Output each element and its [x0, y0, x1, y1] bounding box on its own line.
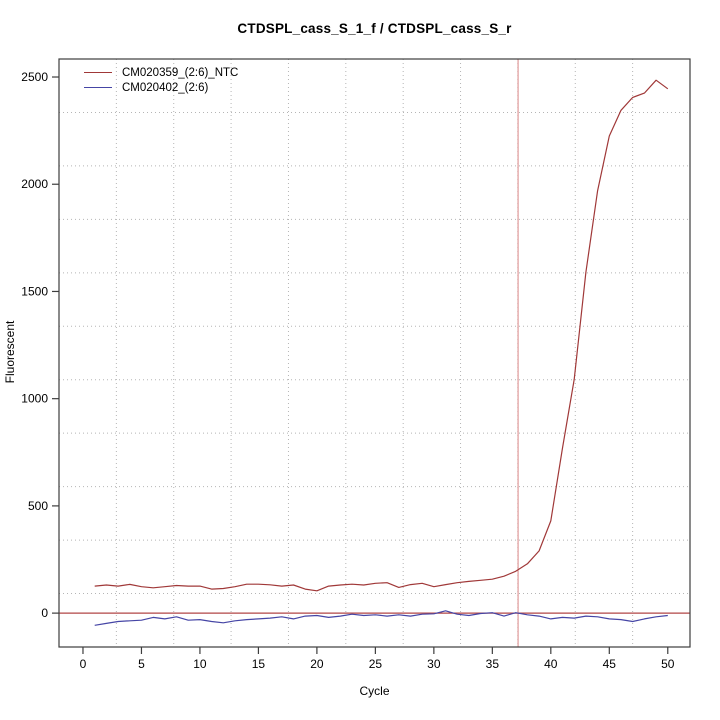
- x-tick-label: 5: [138, 657, 145, 671]
- x-tick-label: 15: [252, 657, 266, 671]
- y-tick-label: 2500: [21, 70, 48, 84]
- y-tick-label: 1500: [21, 284, 48, 298]
- legend-item: CM020402_(2:6): [84, 80, 238, 95]
- x-tick-label: 45: [603, 657, 617, 671]
- x-tick-label: 30: [427, 657, 441, 671]
- legend-label: CM020402_(2:6): [122, 81, 209, 94]
- y-tick-label: 500: [28, 499, 48, 513]
- chart-title: CTDSPL_cass_S_1_f / CTDSPL_cass_S_r: [237, 21, 512, 36]
- legend: CM020359_(2:6)_NTC CM020402_(2:6): [84, 65, 238, 95]
- legend-line-sample-ntc: [84, 72, 112, 73]
- series-line-0: [94, 79, 669, 592]
- y-tick-label: 0: [41, 606, 48, 620]
- y-axis-title: Fluorescent: [3, 320, 17, 384]
- x-tick-label: 20: [310, 657, 324, 671]
- x-tick-label: 40: [544, 657, 558, 671]
- x-tick-label: 25: [369, 657, 383, 671]
- x-tick-label: 0: [80, 657, 87, 671]
- x-tick-label: 35: [486, 657, 500, 671]
- legend-line-sample-sample: [84, 87, 112, 88]
- plot-box: [58, 58, 691, 648]
- y-tick-label: 2000: [21, 177, 48, 191]
- x-tick-label: 50: [661, 657, 675, 671]
- y-tick-label: 1000: [21, 392, 48, 406]
- legend-item: CM020359_(2:6)_NTC: [84, 65, 238, 80]
- x-tick-label: 10: [193, 657, 207, 671]
- x-axis-title: Cycle: [359, 684, 390, 698]
- legend-label: CM020359_(2:6)_NTC: [122, 66, 239, 79]
- series-line-1: [94, 610, 668, 626]
